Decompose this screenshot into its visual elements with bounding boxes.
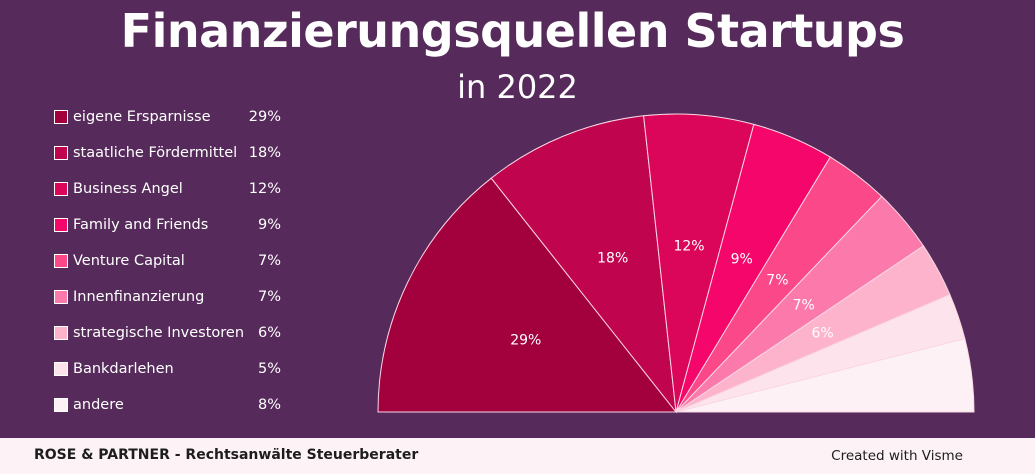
slice-label: 6% xyxy=(811,325,833,341)
slice-label: 18% xyxy=(597,251,628,267)
legend-label: staatliche Fördermittel xyxy=(73,145,238,161)
legend-swatch xyxy=(54,326,68,340)
legend-value: 8% xyxy=(257,397,281,413)
legend-value: 9% xyxy=(257,217,281,233)
pie-slice xyxy=(490,115,677,414)
legend-item: staatliche Fördermittel 18% xyxy=(54,144,284,180)
legend-swatch xyxy=(54,110,68,124)
legend-value: 7% xyxy=(257,289,281,305)
slice-label: 12% xyxy=(673,239,704,255)
legend-label: Venture Capital xyxy=(73,253,185,269)
legend-label: Family and Friends xyxy=(73,217,209,233)
legend-swatch xyxy=(54,218,68,232)
legend-value: 5% xyxy=(257,361,281,377)
legend-value: 18% xyxy=(248,145,281,161)
legend-swatch xyxy=(54,362,68,376)
legend-item: Bankdarlehen 5% xyxy=(54,360,284,396)
legend-item: Innenfinanzierung 7% xyxy=(54,288,284,324)
legend-value: 7% xyxy=(257,253,281,269)
legend-swatch xyxy=(54,254,68,268)
legend-item: eigene Ersparnisse 29% xyxy=(54,108,284,144)
footer: ROSE & PARTNER - Rechtsanwälte Steuerber… xyxy=(0,438,1035,474)
slice-label: 7% xyxy=(766,273,788,289)
slice-label: 9% xyxy=(731,252,753,268)
legend-swatch xyxy=(54,290,68,304)
pie-chart: 29% 18% 12% 9% 7% 7% 6% xyxy=(377,113,975,414)
legend-item: andere 8% xyxy=(54,396,284,432)
chart-subtitle: in 2022 xyxy=(457,68,578,106)
legend: eigene Ersparnisse 29% staatliche Fördermi… xyxy=(54,108,284,432)
legend-item: Business Angel 12% xyxy=(54,180,284,216)
legend-label: Bankdarlehen xyxy=(73,361,174,377)
legend-value: 29% xyxy=(248,109,281,125)
pie-slice xyxy=(675,338,975,413)
legend-label: andere xyxy=(73,397,124,413)
legend-label: Innenfinanzierung xyxy=(73,289,205,305)
legend-item: Venture Capital 7% xyxy=(54,252,284,288)
legend-item: strategische Investoren 6% xyxy=(54,324,284,360)
legend-label: eigene Ersparnisse xyxy=(73,109,211,125)
slice-label: 7% xyxy=(793,298,815,314)
footer-company: ROSE & PARTNER - Rechtsanwälte Steuerber… xyxy=(34,447,419,463)
legend-value: 12% xyxy=(248,181,281,197)
legend-item: Family and Friends 9% xyxy=(54,216,284,252)
footer-credit: Created with Visme xyxy=(831,448,963,464)
legend-value: 6% xyxy=(257,325,281,341)
legend-swatch xyxy=(54,182,68,196)
slice-label: 29% xyxy=(510,332,541,348)
legend-label: Business Angel xyxy=(73,181,183,197)
legend-swatch xyxy=(54,146,68,160)
pie-slice xyxy=(377,177,678,413)
legend-swatch xyxy=(54,398,68,412)
chart-title: Finanzierungsquellen Startups xyxy=(120,4,905,58)
legend-label: strategische Investoren xyxy=(73,325,245,341)
